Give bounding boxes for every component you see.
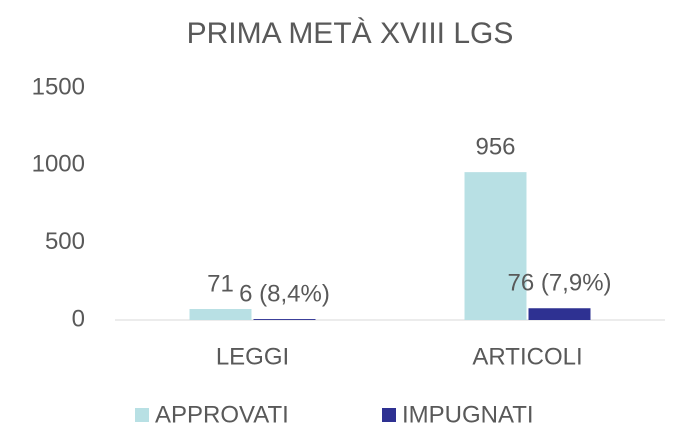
- legend-swatch: [135, 408, 149, 422]
- y-tick-label: 0: [72, 305, 85, 332]
- x-tick-label: LEGGI: [216, 343, 289, 370]
- bar: [189, 309, 252, 320]
- y-tick-label: 500: [45, 228, 85, 255]
- x-tick-label: ARTICOLI: [472, 343, 582, 370]
- bar: [253, 319, 316, 320]
- data-label: 6 (8,4%): [239, 280, 330, 307]
- bar: [528, 308, 591, 320]
- bar: [464, 172, 527, 320]
- legend-label: APPROVATI: [155, 401, 289, 428]
- legend-label: IMPUGNATI: [402, 401, 534, 428]
- legend-swatch: [382, 408, 396, 422]
- data-label: 71: [207, 270, 234, 297]
- data-label: 956: [475, 133, 515, 160]
- chart-title: PRIMA METÀ XVIII LGS: [187, 17, 514, 50]
- y-tick-label: 1000: [32, 151, 85, 178]
- data-label: 76 (7,9%): [507, 270, 611, 297]
- y-tick-label: 1500: [32, 73, 85, 100]
